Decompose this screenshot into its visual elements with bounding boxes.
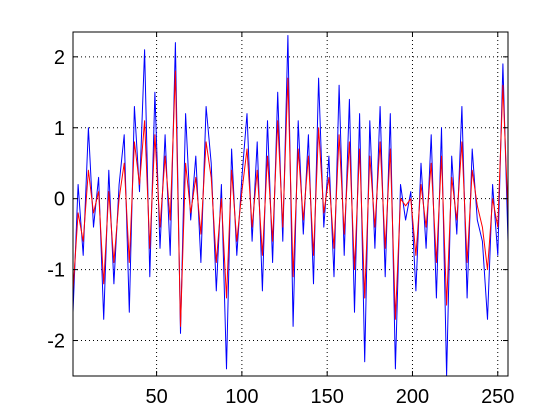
- x-tick-label: 250: [481, 386, 514, 408]
- axes-box: [72, 31, 509, 377]
- x-tick-label: 200: [396, 386, 429, 408]
- x-tick-label: 100: [225, 386, 258, 408]
- ticks: [73, 32, 508, 376]
- y-tick-label: -1: [47, 260, 65, 282]
- series-group: [72, 35, 509, 377]
- x-tick-label: 150: [310, 386, 343, 408]
- y-tick-label: 2: [54, 47, 65, 69]
- y-tick-labels: -2 -1 0 1 2: [47, 47, 65, 353]
- x-tick-labels: 50 100 150 200 250: [145, 386, 514, 408]
- series-line-1: [72, 70, 509, 327]
- y-tick-label: -2: [47, 331, 65, 353]
- y-tick-label: 1: [54, 118, 65, 140]
- y-tick-label: 0: [54, 189, 65, 211]
- grid: [73, 32, 508, 376]
- x-tick-label: 50: [145, 386, 167, 408]
